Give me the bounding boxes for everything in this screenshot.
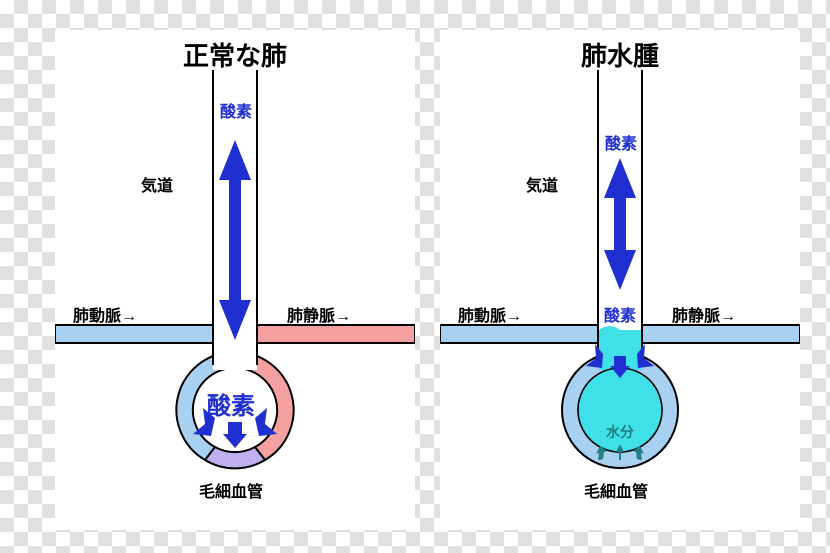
panel-edema-lung: 肺水腫 xyxy=(440,30,800,530)
pulm-artery-vessel xyxy=(55,325,215,343)
pulm-artery-vessel xyxy=(440,325,600,343)
label-capillary: 毛細血管 xyxy=(584,478,648,502)
label-airway: 気道 xyxy=(526,172,558,196)
label-water: 水分 xyxy=(606,422,634,442)
label-pulm-artery: 肺動脈→ xyxy=(73,302,137,326)
label-capillary: 毛細血管 xyxy=(199,478,263,502)
label-oxygen-top: 酸素 xyxy=(220,98,252,122)
label-oxygen-bulb: 酸素 xyxy=(207,386,255,421)
pulm-vein-vessel xyxy=(640,325,800,343)
diagram-right xyxy=(440,30,800,530)
label-airway: 気道 xyxy=(141,172,173,196)
label-oxygen-top: 酸素 xyxy=(605,130,637,154)
pulm-vein-vessel xyxy=(255,325,415,343)
label-oxygen-mid: 酸素 xyxy=(604,302,636,326)
label-pulm-vein: 肺静脈→ xyxy=(287,302,351,326)
label-pulm-artery: 肺動脈→ xyxy=(458,302,522,326)
panel-normal-lung: 正常な肺 xyxy=(55,30,415,530)
label-pulm-vein: 肺静脈→ xyxy=(672,302,736,326)
